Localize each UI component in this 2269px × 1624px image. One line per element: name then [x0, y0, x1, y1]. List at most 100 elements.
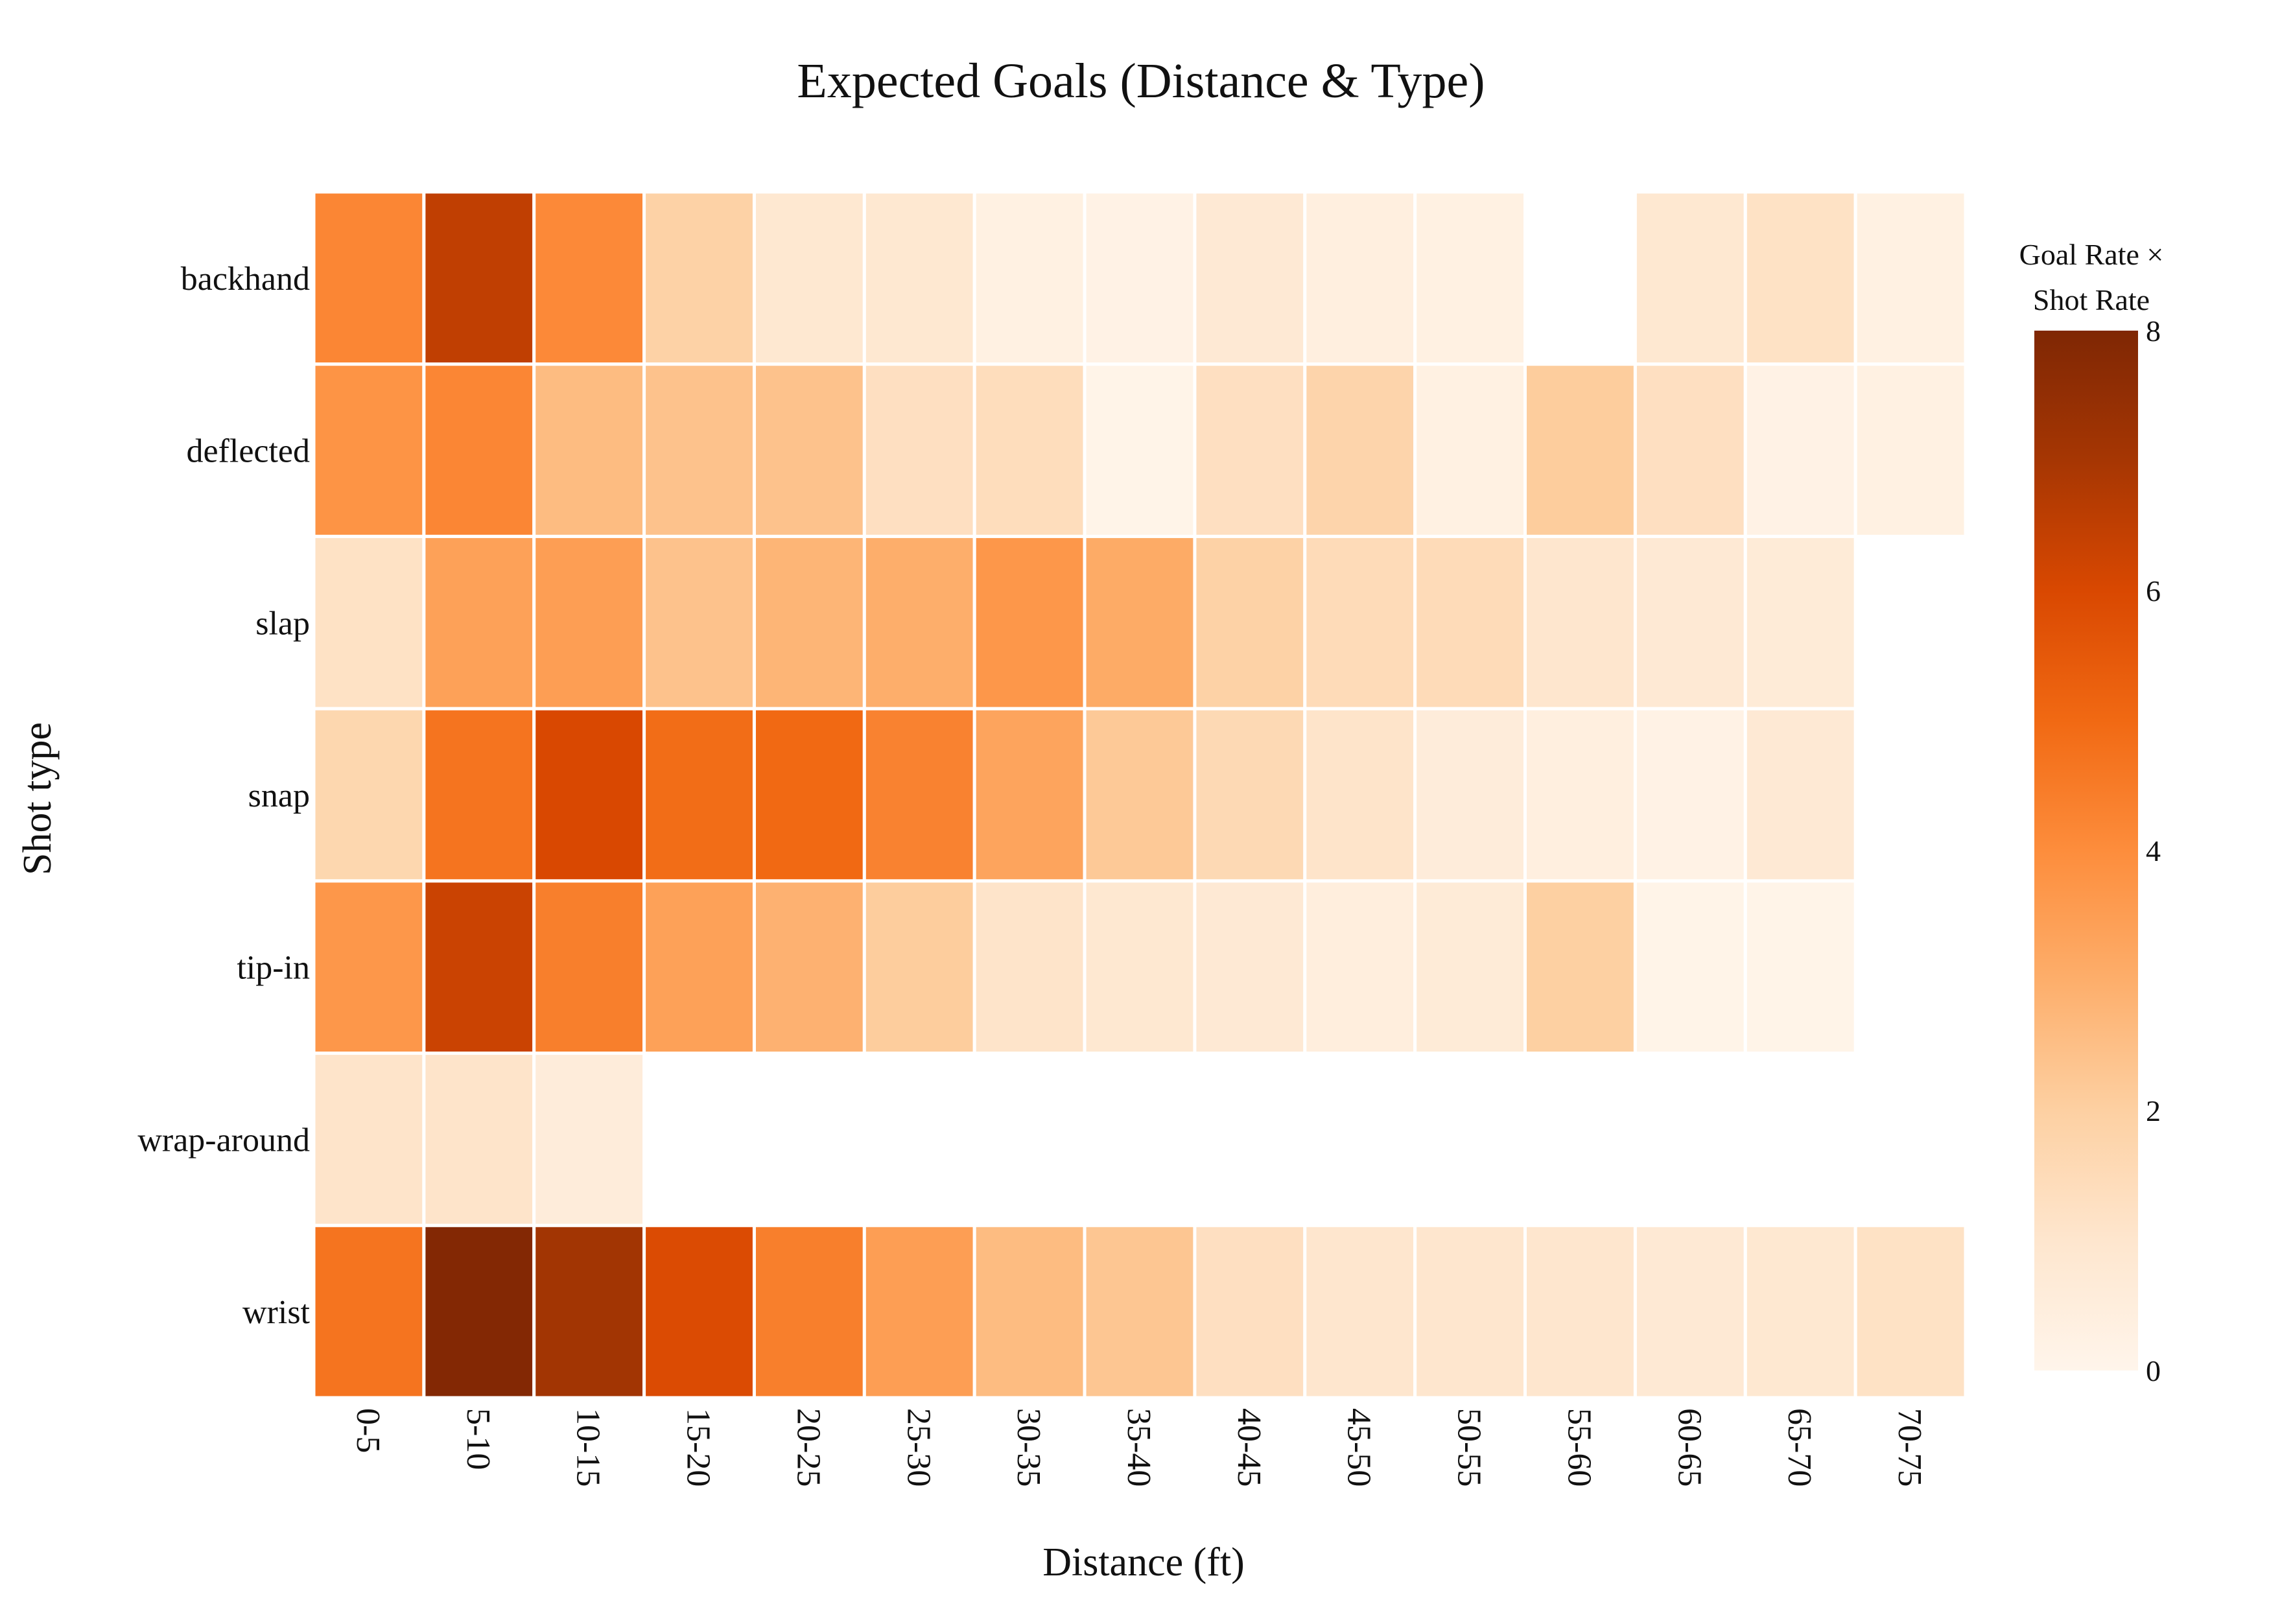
heatmap-cell-snap-0-5	[312, 707, 426, 883]
heatmap-cell-snap-5-10	[422, 707, 536, 883]
heatmap-cell-slap-60-65	[1633, 534, 1747, 711]
heatmap-cell-deflected-65-70	[1743, 362, 1857, 538]
heatmap-cell-tip-in-55-60	[1523, 879, 1637, 1055]
heatmap-cell-deflected-45-50	[1303, 362, 1417, 538]
heatmap-cell-snap-35-40	[1083, 707, 1197, 883]
heatmap-cell-deflected-20-25	[752, 362, 866, 538]
heatmap-cell-slap-15-20	[642, 534, 756, 711]
heatmap-cell-snap-50-55	[1413, 707, 1527, 883]
heatmap-cell-wrist-25-30	[862, 1223, 976, 1400]
heatmap-cell-tip-in-40-45	[1193, 879, 1307, 1055]
heatmap-cell-slap-45-50	[1303, 534, 1417, 711]
y-tick-label: snap	[248, 777, 310, 814]
colorbar-tick-label: 6	[2146, 574, 2161, 607]
heatmap-cell-slap-0-5	[312, 534, 426, 711]
y-tick-label: slap	[255, 605, 310, 642]
heatmap-cell-tip-in-15-20	[642, 879, 756, 1055]
heatmap-cell-wrist-10-15	[532, 1223, 646, 1400]
heatmap-cell-wrap-around-0-5	[312, 1052, 426, 1227]
heatmap-cell-deflected-70-75	[1853, 362, 1968, 538]
heatmap-cell-snap-65-70	[1743, 707, 1857, 883]
chart-title: Expected Goals (Distance & Type)	[797, 54, 1485, 108]
x-tick-label: 35-40	[1120, 1408, 1157, 1487]
y-tick-label: backhand	[181, 261, 310, 298]
heatmap-cell-slap-55-60	[1523, 534, 1637, 711]
x-tick-label: 40-45	[1230, 1408, 1267, 1487]
heatmap-cell-backhand-0-5	[312, 190, 426, 366]
heatmap-cell-deflected-0-5	[312, 362, 426, 538]
heatmap-cell-deflected-55-60	[1523, 362, 1637, 538]
y-tick-label: wrist	[242, 1294, 311, 1331]
colorbar-title-line2: Shot Rate	[2033, 283, 2150, 316]
heatmap-cell-tip-in-25-30	[862, 879, 976, 1055]
heatmap-cell-snap-55-60	[1523, 707, 1637, 883]
colorbar-tick-label: 0	[2146, 1354, 2161, 1387]
heatmap-cell-wrist-15-20	[642, 1223, 756, 1400]
x-tick-label: 10-15	[570, 1408, 607, 1487]
x-tick-label: 60-65	[1671, 1408, 1708, 1487]
heatmap-cell-wrist-0-5	[312, 1223, 426, 1400]
x-tick-label: 50-55	[1451, 1408, 1488, 1487]
y-tick-label: tip-in	[237, 950, 310, 987]
heatmap-cell-snap-30-35	[972, 707, 1087, 883]
heatmap-cell-deflected-50-55	[1413, 362, 1527, 538]
heatmap-cell-wrist-20-25	[752, 1223, 866, 1400]
heatmap-cell-slap-30-35	[972, 534, 1087, 711]
heatmap-cell-deflected-15-20	[642, 362, 756, 538]
heatmap-cell-backhand-30-35	[972, 190, 1087, 366]
heatmap-cell-tip-in-35-40	[1083, 879, 1197, 1055]
heatmap-cell-backhand-10-15	[532, 190, 646, 366]
heatmap-cell-wrist-30-35	[972, 1223, 1087, 1400]
heatmap-cell-snap-20-25	[752, 707, 866, 883]
x-tick-label: 55-60	[1560, 1408, 1597, 1487]
colorbar-title-line1: Goal Rate ×	[2019, 238, 2164, 271]
heatmap-cell-wrist-55-60	[1523, 1223, 1637, 1400]
heatmap-cell-snap-25-30	[862, 707, 976, 883]
x-tick-label: 65-70	[1781, 1408, 1818, 1487]
colorbar-tick-label: 8	[2146, 314, 2161, 347]
x-tick-label: 45-50	[1341, 1408, 1378, 1487]
heatmap-cell-slap-10-15	[532, 534, 646, 711]
heatmap-cell-snap-60-65	[1633, 707, 1747, 883]
heatmap-cell-backhand-5-10	[422, 190, 536, 366]
heatmap-cell-backhand-45-50	[1303, 190, 1417, 366]
heatmap-cell-deflected-40-45	[1193, 362, 1307, 538]
heatmap-cell-wrist-60-65	[1633, 1223, 1747, 1400]
heatmap-cell-deflected-35-40	[1083, 362, 1197, 538]
heatmap-cell-backhand-60-65	[1633, 190, 1747, 366]
x-tick-label: 5-10	[460, 1408, 497, 1470]
heatmap-cell-tip-in-0-5	[312, 879, 426, 1055]
heatmap-cell-tip-in-10-15	[532, 879, 646, 1055]
heatmap-cell-snap-10-15	[532, 707, 646, 883]
heatmap-cell-tip-in-50-55	[1413, 879, 1527, 1055]
y-axis-title: Shot type	[16, 722, 60, 875]
x-tick-label: 30-35	[1010, 1408, 1047, 1487]
heatmap-cell-backhand-70-75	[1853, 190, 1968, 366]
x-tick-label: 15-20	[680, 1408, 717, 1487]
colorbar-tick-label: 2	[2146, 1094, 2161, 1127]
heatmap-cell-wrist-5-10	[422, 1223, 536, 1400]
heatmap-cell-wrist-45-50	[1303, 1223, 1417, 1400]
heatmap-cell-wrist-40-45	[1193, 1223, 1307, 1400]
heatmap-cell-deflected-30-35	[972, 362, 1087, 538]
y-tick-labels: backhand deflected slap snap tip-in wrap-arou…	[137, 261, 310, 1331]
colorbar-ticks: 0 2 4 6 8	[2146, 314, 2161, 1387]
heatmap-cell-slap-40-45	[1193, 534, 1307, 711]
x-tick-label: 25-30	[900, 1408, 937, 1487]
y-tick-label: deflected	[186, 433, 310, 470]
heatmap-cell-tip-in-65-70	[1743, 879, 1857, 1055]
heatmap-cell-slap-50-55	[1413, 534, 1527, 711]
heatmap-cell-backhand-65-70	[1743, 190, 1857, 366]
heatmap-cell-slap-65-70	[1743, 534, 1857, 711]
heatmap-cell-wrap-around-10-15	[532, 1052, 646, 1227]
heatmap-cell-tip-in-5-10	[422, 879, 536, 1055]
heatmap-cell-snap-40-45	[1193, 707, 1307, 883]
heatmap-cells	[312, 190, 1968, 1400]
heatmap-cell-backhand-35-40	[1083, 190, 1197, 366]
colorbar-gradient	[2034, 331, 2138, 1371]
heatmap-cell-wrist-65-70	[1743, 1223, 1857, 1400]
x-tick-label: 20-25	[790, 1408, 827, 1487]
x-axis-title: Distance (ft)	[1042, 1540, 1245, 1584]
heatmap-cell-backhand-40-45	[1193, 190, 1307, 366]
